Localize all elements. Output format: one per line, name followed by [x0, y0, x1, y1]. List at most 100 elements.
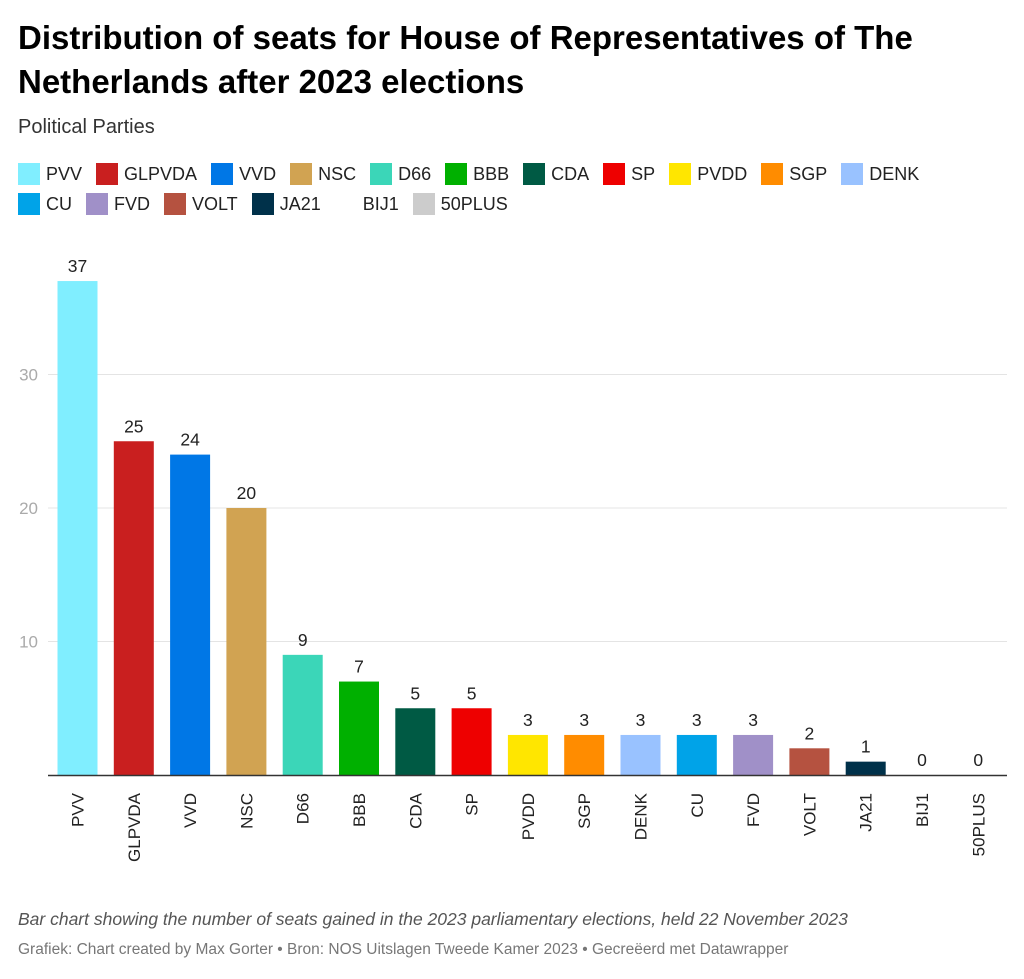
x-tick-label: PVV: [69, 792, 88, 827]
legend-item-50plus: 50PLUS: [412, 193, 508, 215]
value-label: 20: [237, 483, 257, 503]
legend-label: NSC: [318, 163, 357, 184]
value-label: 7: [354, 657, 364, 677]
legend-swatch: [18, 163, 40, 185]
legend-item-bij1: BIJ1: [334, 193, 399, 215]
legend-swatch: [445, 163, 468, 185]
bar-d66: [282, 654, 323, 775]
x-tick-label: NSC: [237, 793, 256, 829]
bar-cu: [676, 734, 717, 775]
value-label: 24: [180, 430, 200, 450]
legend-item-pvv: PVV: [18, 163, 82, 185]
legend-row: CU FVD VOLT JA21 BIJ1 50PLUS: [18, 190, 1018, 218]
bar-bbb: [339, 681, 379, 775]
legend-swatch: [669, 163, 692, 185]
x-tick-label: SP: [463, 793, 482, 816]
legend-swatch: [18, 193, 40, 215]
legend-item-cu: CU: [18, 193, 72, 215]
legend-label: DENK: [869, 163, 920, 184]
value-label: 1: [861, 737, 871, 757]
legend-label: BBB: [473, 163, 510, 184]
legend-item-vvd: VVD: [211, 163, 276, 185]
chart-source: Grafiek: Chart created by Max Gorter • B…: [18, 941, 789, 958]
legend-label: FVD: [114, 193, 150, 214]
legend-item-denk: DENK: [841, 163, 919, 185]
legend-label: VVD: [239, 163, 277, 184]
legend-row: PVV GLPVDA VVD NSC D66 BBB CDA SP PVDD SGP DENK: [18, 160, 1018, 188]
legend-label: SP: [631, 163, 656, 184]
legend-swatch: [86, 193, 108, 215]
legend-swatch: [841, 163, 864, 185]
x-tick-label: VOLT: [800, 793, 819, 836]
value-label: 25: [124, 416, 143, 436]
value-label: 5: [410, 683, 420, 703]
legend-swatch: [523, 163, 546, 185]
legend-swatch: [251, 193, 274, 215]
legend-item-cda: CDA: [523, 163, 589, 185]
x-tick-label: FVD: [744, 793, 763, 827]
value-label: 3: [748, 710, 758, 730]
legend-label: BIJ1: [362, 193, 399, 214]
x-tick-label: D66: [294, 793, 313, 824]
value-label: 37: [68, 256, 87, 276]
legend-item-d66: D66: [370, 163, 431, 185]
x-tick-label: GLPVDA: [125, 792, 144, 862]
bar-pvdd: [507, 734, 548, 775]
legend-item-glpvda: GLPVDA: [96, 163, 197, 185]
legend-item-ja21: JA21: [251, 193, 321, 215]
x-tick-label: SGP: [575, 793, 594, 829]
y-tick-label: 10: [19, 633, 38, 652]
value-label: 3: [692, 710, 702, 730]
bar-nsc: [226, 508, 267, 775]
bar-sp: [451, 708, 492, 775]
legend-label: CU: [46, 193, 72, 214]
legend-item-nsc: NSC: [290, 163, 356, 185]
y-tick-label: 20: [19, 499, 38, 518]
legend-swatch: [412, 193, 435, 215]
legend-swatch: [761, 163, 784, 185]
value-label: 3: [523, 710, 533, 730]
value-label: 9: [298, 630, 308, 650]
legend-label: PVDD: [697, 163, 748, 184]
legend-swatch: [370, 163, 393, 185]
x-tick-label: 50PLUS: [969, 793, 988, 856]
x-tick-label: BIJ1: [913, 793, 932, 827]
legend-swatch: [164, 193, 186, 215]
legend-item-volt: VOLT: [164, 193, 238, 215]
bar-volt: [789, 748, 830, 775]
value-label: 5: [467, 683, 477, 703]
legend-swatch: [334, 193, 357, 215]
x-tick-label: VVD: [181, 793, 200, 828]
chart-subtitle: Political Parties: [18, 116, 155, 138]
y-tick-label: 30: [19, 366, 38, 385]
bar-sgp: [564, 734, 605, 775]
legend-item-sgp: SGP: [761, 163, 827, 185]
bar-denk: [620, 734, 661, 775]
legend-label: D66: [398, 163, 432, 184]
x-tick-label: JA21: [857, 793, 876, 832]
legend-swatch: [290, 163, 313, 185]
legend-item-bbb: BBB: [445, 163, 509, 185]
legend-label: CDA: [551, 163, 590, 184]
legend-label: PVV: [46, 163, 83, 184]
x-tick-label: CU: [688, 793, 707, 818]
legend-swatch: [96, 163, 119, 185]
legend: PVV GLPVDA VVD NSC D66 BBB CDA SP PVDD SGP DENK CU F…: [18, 160, 1018, 220]
value-label: 3: [636, 710, 646, 730]
bar-ja21: [845, 761, 886, 775]
x-tick-label: PVDD: [519, 793, 538, 840]
legend-swatch: [603, 163, 626, 185]
bar-cda: [395, 708, 436, 775]
x-tick-label: BBB: [350, 793, 369, 827]
bar-glpvda: [113, 441, 154, 775]
legend-label: GLPVDA: [124, 163, 198, 184]
value-label: 0: [973, 750, 983, 770]
bar-fvd: [733, 734, 774, 775]
legend-label: VOLT: [192, 193, 238, 214]
x-tick-label: CDA: [406, 792, 425, 829]
legend-item-sp: SP: [603, 163, 655, 185]
chart-title: Distribution of seats for House of Repre…: [18, 19, 913, 100]
value-label: 3: [579, 710, 589, 730]
bar-pvv: [57, 281, 98, 775]
legend-item-fvd: FVD: [86, 193, 150, 215]
